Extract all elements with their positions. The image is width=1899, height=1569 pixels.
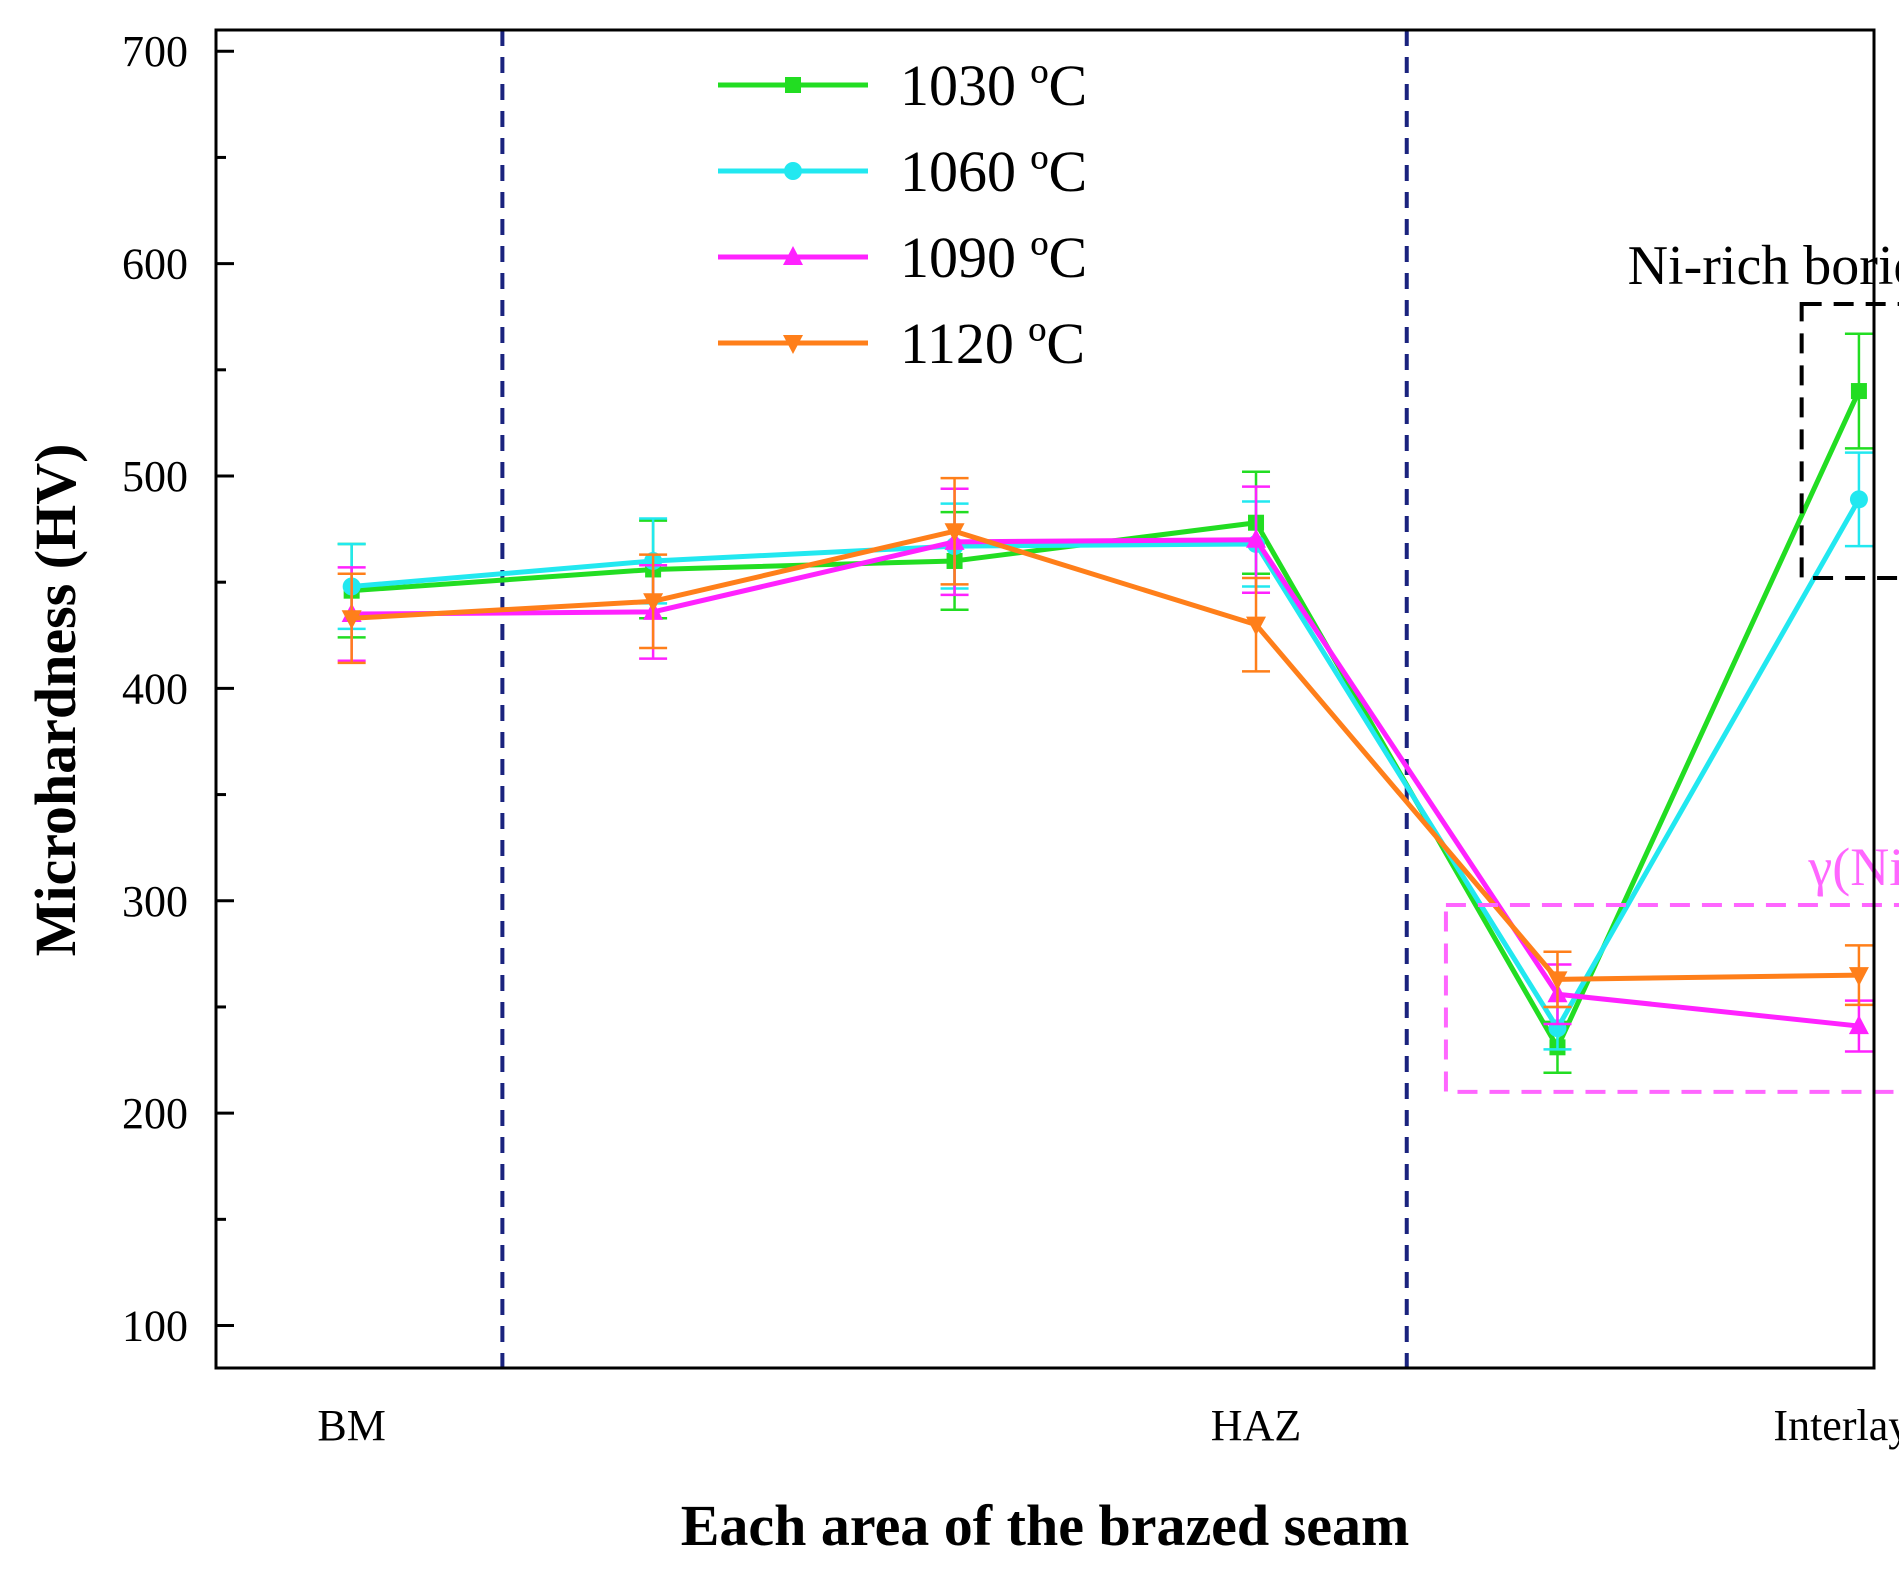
legend-label-0: 1030 ºC <box>900 53 1087 118</box>
y-tick-label-300: 300 <box>122 877 188 926</box>
data-point-3-3 <box>1246 616 1267 636</box>
data-point-0-5 <box>1850 383 1867 400</box>
data-point-2-5 <box>1848 1015 1869 1035</box>
series-line-3 <box>351 528 1859 982</box>
series-line-0 <box>351 390 1862 1050</box>
x-tick-label-0: BM <box>317 1401 385 1450</box>
y-tick-label-700: 700 <box>122 27 188 76</box>
data-point-3-1 <box>643 593 664 613</box>
y-tick-label-400: 400 <box>122 664 188 713</box>
x-tick-label-1: HAZ <box>1211 1401 1301 1450</box>
annotation-label-0: Ni-rich boride <box>1628 235 1899 297</box>
data-point-3-0 <box>341 610 362 630</box>
legend-marker-0 <box>785 77 801 93</box>
series-3 <box>337 476 1873 1009</box>
legend-label-2: 1090 ºC <box>900 225 1087 290</box>
data-point-3-2 <box>944 523 965 543</box>
y-tick-label-600: 600 <box>122 240 188 289</box>
y-tick-label-200: 200 <box>122 1089 188 1138</box>
series-line-1 <box>351 498 1862 1031</box>
legend-marker-1 <box>784 162 802 180</box>
y-tick-label-100: 100 <box>122 1302 188 1351</box>
series-2 <box>337 485 1873 1053</box>
data-point-1-5 <box>1849 490 1868 509</box>
x-axis-title: Each area of the brazed seam <box>681 1493 1410 1558</box>
data-point-3-5 <box>1848 967 1869 987</box>
series-0 <box>337 332 1873 1075</box>
legend-label-1: 1060 ºC <box>900 139 1087 204</box>
y-axis-title: Microhardness (HV) <box>23 444 88 957</box>
data-point-3-4 <box>1547 971 1568 991</box>
legend-marker-3 <box>783 335 803 354</box>
x-tick-label-2: Interlayer <box>1773 1401 1899 1450</box>
series-line-2 <box>351 537 1860 1029</box>
legend-marker-2 <box>783 246 803 265</box>
annotation-box-0 <box>1799 301 1899 580</box>
annotation-box-1 <box>1443 903 1899 1094</box>
legend-label-3: 1120 ºC <box>900 311 1085 376</box>
y-tick-label-500: 500 <box>122 452 188 501</box>
plot-frame <box>214 28 1876 1370</box>
data-point-2-3 <box>1246 528 1267 548</box>
annotation-label-1: γ(Ni) <box>1807 837 1899 897</box>
